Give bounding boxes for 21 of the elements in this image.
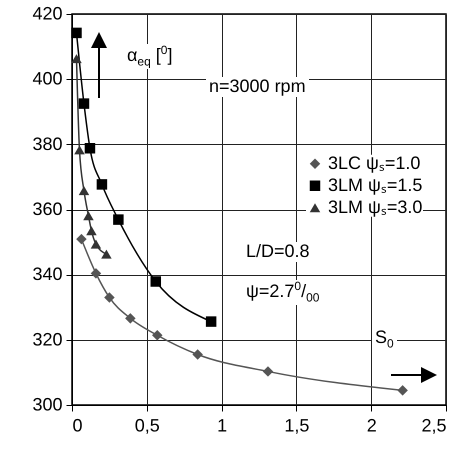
legend-label: 3LC ψₛ=1.0 xyxy=(328,152,420,173)
y-tick-label: 360 xyxy=(32,199,62,219)
y-axis-title: α$_{eq}$ [$^{0}$] xyxy=(124,43,176,69)
x-tick-label: 0 xyxy=(72,416,83,436)
x-axis-title: S$_{0}$ xyxy=(372,327,397,351)
y-tick-label: 420 xyxy=(32,4,62,24)
y-tick-label: 340 xyxy=(32,264,62,284)
x-tick-label: 2,5 xyxy=(421,416,446,436)
x-tick-label: 0,5 xyxy=(134,416,160,436)
annotation: L/D=0.8 xyxy=(243,241,313,262)
y-tick-label: 380 xyxy=(32,134,62,154)
annotation: ψ=2.7$^{0}$/$_{00}$ xyxy=(243,279,322,305)
annotation: n=3000 rpm xyxy=(206,76,309,97)
legend-label: 3LM ψₛ=3.0 xyxy=(328,196,422,217)
x-tick-label: 1 xyxy=(217,416,228,436)
x-tick-label: 2 xyxy=(366,416,377,436)
x-tick-label: 1,5 xyxy=(284,416,310,436)
y-tick-label: 300 xyxy=(32,394,62,414)
y-tick-label: 320 xyxy=(32,329,62,350)
y-tick-label: 400 xyxy=(32,68,62,89)
legend-label: 3LM ψₛ=1.5 xyxy=(328,174,422,195)
